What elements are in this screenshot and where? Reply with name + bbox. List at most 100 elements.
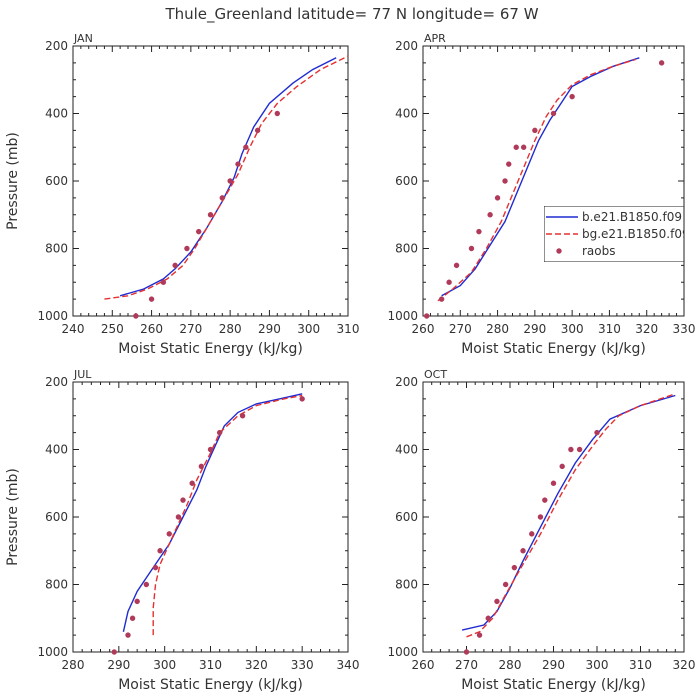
raobs-point <box>111 649 117 655</box>
raobs-point <box>513 144 519 150</box>
raobs-point <box>133 313 139 319</box>
raobs-point <box>494 598 500 605</box>
figure-title: Thule_Greenland latitude= 77 N longitude… <box>164 5 538 24</box>
raobs-point <box>446 279 452 285</box>
x-tick-label: 260 <box>412 658 435 672</box>
y-tick-label: 200 <box>395 39 418 53</box>
raobs-point <box>184 245 190 252</box>
raobs-point <box>506 161 512 167</box>
y-tick-label: 600 <box>395 174 418 188</box>
raobs-point <box>485 615 491 621</box>
y-tick-label: 1000 <box>37 309 68 323</box>
x-axis-label: Moist Static Energy (kJ/kg) <box>461 677 646 693</box>
x-tick-label: 330 <box>673 322 696 336</box>
raobs-point <box>568 446 574 453</box>
raobs-point <box>550 110 557 117</box>
plot-frame <box>422 381 685 653</box>
x-tick-label: 280 <box>62 658 85 672</box>
panel-title: JUL <box>73 368 92 381</box>
y-tick-label: 600 <box>395 510 418 524</box>
series-raobs <box>463 429 600 655</box>
x-tick-label: 270 <box>449 322 472 336</box>
y-tick-label: 200 <box>395 375 418 389</box>
panel-apr: APR 260 270 280 290 300 310 320 330 200 400 600 800 1… <box>387 32 695 357</box>
y-tick-label: 600 <box>45 510 68 524</box>
x-tick-label: 300 <box>586 658 609 672</box>
raobs-point <box>189 480 195 486</box>
series-line-experiment <box>104 55 349 300</box>
x-tick-label: 310 <box>199 658 222 672</box>
plot-frame <box>72 381 349 653</box>
x-axis-label: Moist Static Energy (kJ/kg) <box>118 677 303 693</box>
raobs-point <box>476 228 482 235</box>
panel-title: JAN <box>73 32 93 45</box>
x-tick-label: 250 <box>101 322 124 336</box>
y-tick-label: 800 <box>45 578 68 592</box>
raobs-point <box>254 127 261 134</box>
x-tick-label: 270 <box>455 658 478 672</box>
y-tick-label: 400 <box>45 107 68 121</box>
x-tick-label: 320 <box>245 658 268 672</box>
x-tick-label: 320 <box>673 658 696 672</box>
panel-jul: JUL 280 290 300 310 320 330 340 200 400 600 800 1000… <box>5 368 359 693</box>
x-tick-label: 300 <box>297 322 320 336</box>
y-tick-label: 400 <box>395 107 418 121</box>
x-tick-label: 310 <box>629 658 652 672</box>
raobs-point <box>532 127 538 134</box>
raobs-point <box>129 615 136 621</box>
panels: JAN 240 250 260 270 280 290 300 310 200 400 600 800 1… <box>5 32 695 693</box>
raobs-point <box>207 446 214 453</box>
panel-jan: JAN 240 250 260 270 280 290 300 310 200 400 600 800 1… <box>5 32 359 357</box>
raobs-point <box>569 93 575 100</box>
raobs-point <box>438 296 445 302</box>
x-tick-label: 290 <box>523 322 546 336</box>
x-tick-label: 310 <box>598 322 621 336</box>
series-line-experiment <box>437 58 636 302</box>
raobs-point <box>160 279 167 285</box>
y-tick-label: 800 <box>395 242 418 256</box>
raobs-point <box>487 212 493 218</box>
x-tick-label: 290 <box>258 322 281 336</box>
y-tick-label: 600 <box>45 174 68 188</box>
series-line-experiment <box>152 394 303 636</box>
raobs-point <box>453 262 460 269</box>
y-tick-label: 400 <box>395 443 418 457</box>
raobs-point <box>125 632 131 638</box>
x-tick-label: 270 <box>179 322 202 336</box>
x-tick-label: 300 <box>153 658 176 672</box>
raobs-point <box>463 649 470 655</box>
raobs-point <box>476 632 483 638</box>
plot-frame <box>422 45 685 317</box>
x-tick-label: 260 <box>140 322 163 336</box>
raobs-point <box>520 548 526 554</box>
y-axis-label: Pressure (mb) <box>5 132 21 230</box>
raobs-point <box>559 463 565 470</box>
raobs-point <box>243 144 249 150</box>
raobs-point <box>166 531 172 537</box>
raobs-point <box>502 178 508 184</box>
raobs-point <box>239 413 246 419</box>
x-axis-label: Moist Static Energy (kJ/kg) <box>461 341 646 357</box>
y-tick-label: 400 <box>45 443 68 457</box>
raobs-point <box>235 161 241 167</box>
raobs-point <box>550 480 557 486</box>
x-tick-label: 290 <box>107 658 130 672</box>
panel-oct: OCT 260 270 280 290 300 310 320 200 400 600 800 1000… <box>387 368 695 693</box>
plot-frame <box>72 45 349 317</box>
raobs-point <box>216 429 223 436</box>
x-tick-label: 330 <box>291 658 314 672</box>
x-tick-label: 310 <box>337 322 360 336</box>
y-tick-label: 800 <box>395 578 418 592</box>
raobs-point <box>198 463 205 470</box>
raobs-point <box>424 313 430 319</box>
raobs-point <box>219 195 225 201</box>
x-tick-label: 290 <box>542 658 565 672</box>
raobs-point <box>196 228 202 235</box>
x-tick-label: 260 <box>412 322 435 336</box>
series-line-control <box>119 57 337 297</box>
raobs-point <box>658 60 665 66</box>
series-raobs <box>111 396 305 655</box>
x-tick-label: 300 <box>561 322 584 336</box>
raobs-point <box>207 212 214 218</box>
raobs-point <box>227 178 233 184</box>
